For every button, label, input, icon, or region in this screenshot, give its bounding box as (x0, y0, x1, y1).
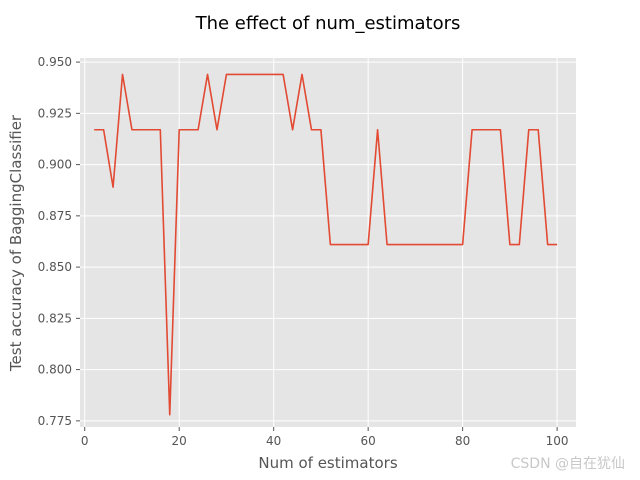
y-axis-label: Test accuracy of BaggingClassifier (7, 114, 25, 372)
y-tick-label: 0.825 (38, 311, 72, 325)
y-tick-label: 0.775 (38, 414, 72, 428)
y-tick-label: 0.800 (38, 363, 72, 377)
watermark: CSDN @自在犹仙 (511, 456, 625, 472)
x-tick-label: 40 (266, 434, 281, 448)
series-line-test-accuracy (94, 73, 558, 416)
x-tick-label: 20 (172, 434, 187, 448)
plot-area (80, 58, 576, 427)
x-tick-label: 80 (455, 434, 470, 448)
x-gridlines (84, 58, 558, 427)
y-tick-label: 0.925 (38, 106, 72, 120)
y-tick-label: 0.950 (38, 55, 72, 69)
y-tick-label: 0.875 (38, 209, 72, 223)
y-ticks: 0.775 0.800 0.825 0.850 0.875 0.900 0.925 0.950 (38, 55, 80, 428)
x-tick-label: 100 (546, 434, 569, 448)
chart-title: The effect of num_estimators (195, 13, 461, 34)
y-tick-label: 0.850 (38, 260, 72, 274)
y-tick-label: 0.900 (38, 158, 72, 172)
x-ticks: 0 20 40 60 80 100 (81, 427, 569, 448)
x-tick-label: 0 (81, 434, 89, 448)
x-axis-label: Num of estimators (258, 454, 397, 472)
x-tick-label: 60 (361, 434, 376, 448)
